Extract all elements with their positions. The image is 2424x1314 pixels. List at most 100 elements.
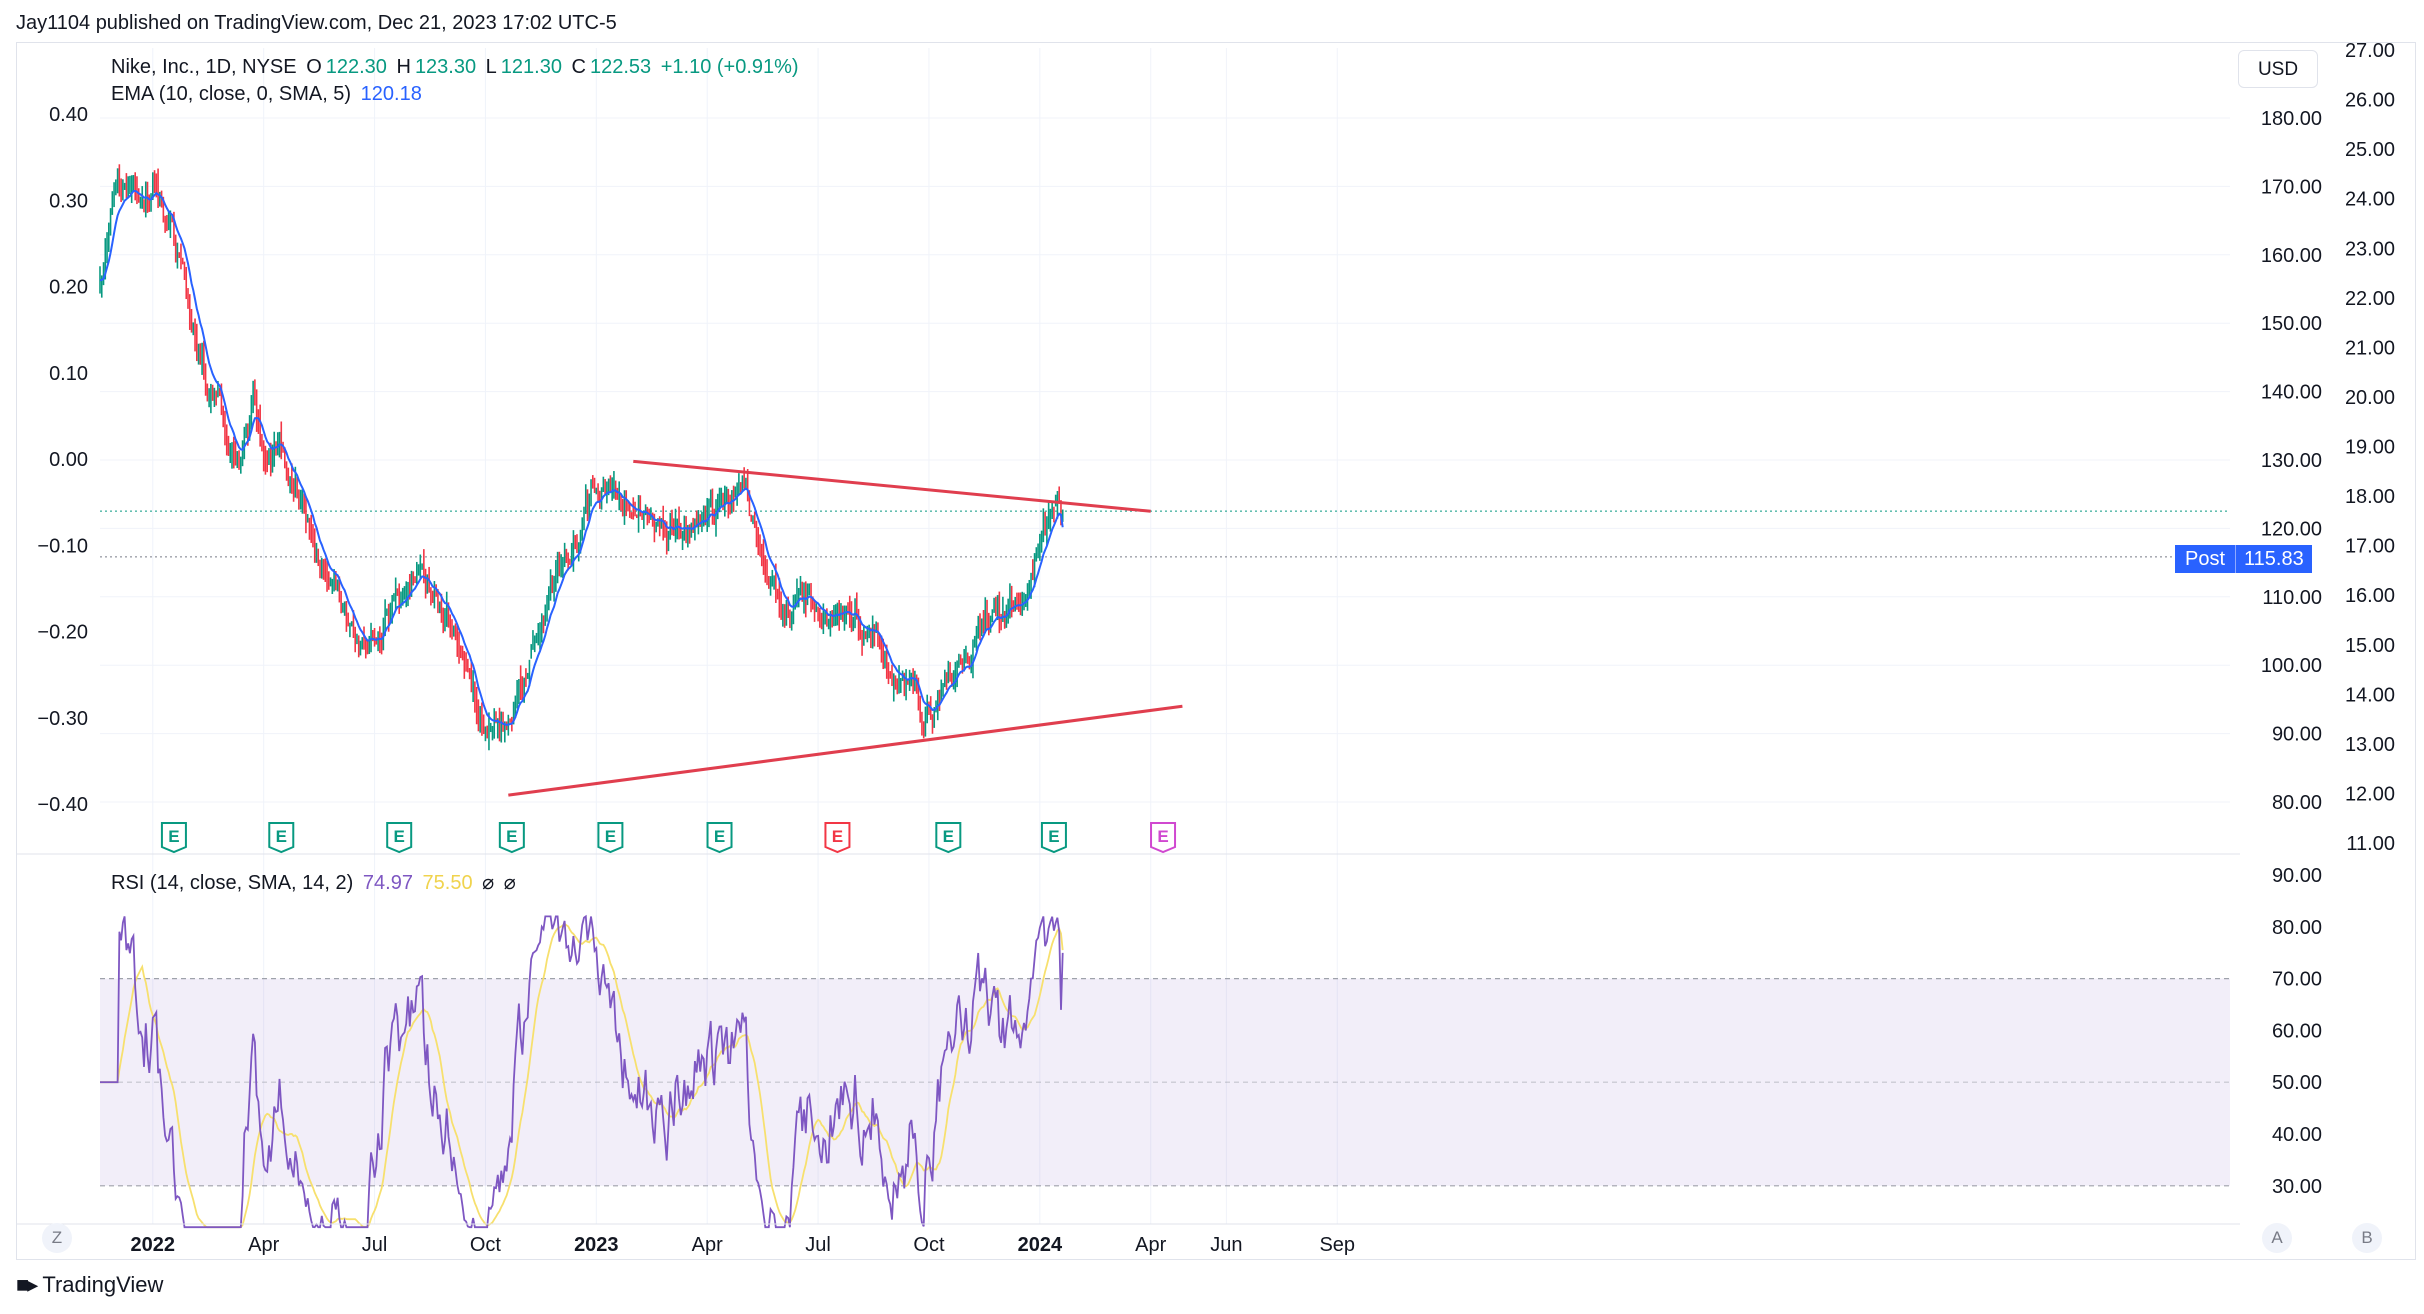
tradingview-logo[interactable]: ■▸ TradingView [16,1272,163,1298]
earnings-marker-label: E [943,827,954,846]
earnings-marker-label: E [1048,827,1059,846]
earnings-marker[interactable]: E [498,822,525,854]
time-axis[interactable]: 2022 Apr Jul Oct 2023 Apr Jul Oct 2024 Apr Jun Sep [131,1234,1356,1256]
earnings-marker-label: E [394,827,405,846]
post-value: 115.83 [2236,545,2312,573]
earnings-marker[interactable]: E [386,822,413,854]
trendlines[interactable] [508,459,1183,797]
far-right-axis-label: 16.00 [2345,585,2395,607]
low-label: L [485,56,497,78]
trendline[interactable] [633,459,1151,513]
earnings-marker-label: E [1157,827,1168,846]
earnings-marker-label: E [276,827,287,846]
rsi-axis[interactable]: 90.00 80.00 70.00 60.00 50.00 40.00 30.00 [2272,865,2322,1198]
high-label: H [396,56,411,78]
ema-value: 120.18 [360,83,422,105]
earnings-marker[interactable]: E [268,822,295,854]
published-line: Jay1104 published on TradingView.com, De… [16,12,617,34]
open-value: 122.30 [325,56,387,78]
earnings-marker-shape [1040,822,1067,854]
rsi-axis-label: 90.00 [2272,865,2322,887]
far-right-axis-label: 15.00 [2345,635,2395,657]
earnings-marker[interactable]: E [597,822,624,854]
earnings-marker[interactable]: E [935,822,962,854]
earnings-marker-shape [824,822,851,854]
auto-scale-button[interactable]: A [2262,1223,2292,1253]
ema-line [99,189,1064,726]
candlestick-series [99,164,1064,751]
far-right-axis-label: 17.00 [2345,536,2395,558]
far-right-axis[interactable]: 27.00 26.00 25.00 24.00 23.00 22.00 21.00 20.00… [2345,40,2395,855]
zoom-reset-button[interactable]: Z [42,1223,72,1253]
currency-button[interactable]: USD [2238,50,2318,88]
change-value: +1.10 (+0.91%) [660,56,799,78]
far-right-axis-label: 22.00 [2345,288,2395,310]
earnings-marker-shape [1150,822,1177,854]
time-axis-label: 2022 [131,1234,176,1256]
earnings-marker-label: E [506,827,517,846]
time-axis-label: 2023 [574,1234,619,1256]
price-axis-label: 90.00 [2272,724,2322,746]
left-axis-label: −0.20 [37,622,88,644]
earnings-marker-shape [268,822,295,854]
log-scale-button[interactable]: B [2352,1223,2382,1253]
left-axis-label: −0.40 [37,794,88,816]
earnings-marker-shape [498,822,525,854]
far-right-axis-label: 26.00 [2345,90,2395,112]
main-legend[interactable]: Nike, Inc., 1D, NYSE O 122.30 H 123.30 L 12… [111,56,803,79]
earnings-marker-shape [706,822,733,854]
close-label: C [571,56,586,78]
price-axis-label: 140.00 [2261,382,2322,404]
price-reference-lines [100,510,2230,558]
ema-legend[interactable]: EMA (10, close, 0, SMA, 5) 120.18 [111,83,426,106]
trendline[interactable] [508,704,1183,797]
far-right-axis-label: 21.00 [2345,337,2395,359]
rsi-legend[interactable]: RSI (14, close, SMA, 14, 2) 74.97 75.50 … [111,870,520,895]
earnings-marker[interactable]: E [706,822,733,854]
price-axis-label: 180.00 [2261,108,2322,130]
time-axis-label: Jun [1210,1234,1242,1256]
symbol-title: Nike, Inc., 1D, NYSE [111,56,297,78]
left-axis[interactable]: 0.40 0.30 0.20 0.10 0.00 −0.10 −0.20 −0.30 −0.40 [37,104,88,816]
tradingview-logo-icon: ■▸ [16,1272,38,1297]
price-axis[interactable]: 180.00 170.00 160.00 150.00 140.00 130.00 120.… [2261,108,2322,814]
time-axis-label: Apr [248,1234,279,1256]
far-right-axis-label: 19.00 [2345,437,2395,459]
left-axis-label: 0.30 [49,190,88,212]
earnings-marker[interactable]: E [1040,822,1067,854]
rsi-label: RSI (14, close, SMA, 14, 2) [111,872,354,894]
open-label: O [306,56,322,78]
time-axis-label: Jul [362,1234,388,1256]
earnings-marker[interactable]: E [824,822,851,854]
post-price-badge: Post 115.83 [2175,545,2312,573]
high-value: 123.30 [414,56,477,78]
far-right-axis-label: 11.00 [2346,833,2395,855]
far-right-axis-label: 13.00 [2345,734,2395,756]
earnings-marker[interactable]: E [1150,822,1177,854]
hidden-plot-icon[interactable]: ⌀ [503,872,516,894]
time-axis-label: Oct [470,1234,502,1256]
rsi-axis-label: 70.00 [2272,969,2322,991]
close-value: 122.53 [589,56,652,78]
time-axis-label: 2024 [1018,1234,1063,1256]
far-right-axis-label: 20.00 [2345,387,2395,409]
far-right-axis-label: 14.00 [2345,684,2395,706]
price-axis-label: 120.00 [2261,518,2322,540]
earnings-marker-label: E [832,827,843,846]
price-axis-label: 150.00 [2261,313,2322,335]
rsi-axis-label: 50.00 [2272,1072,2322,1094]
post-label: Post [2175,545,2237,573]
price-axis-label: 170.00 [2261,176,2322,198]
earnings-marker-shape [597,822,624,854]
hidden-plot-icon[interactable]: ⌀ [482,872,495,894]
earnings-marker-label: E [605,827,616,846]
time-axis-label: Apr [692,1234,723,1256]
time-axis-label: Jul [805,1234,831,1256]
rsi-axis-label: 80.00 [2272,917,2322,939]
earnings-marker-shape [386,822,413,854]
earnings-marker[interactable]: E [160,822,187,854]
time-axis-label: Sep [1319,1234,1355,1256]
low-value: 121.30 [500,56,562,78]
